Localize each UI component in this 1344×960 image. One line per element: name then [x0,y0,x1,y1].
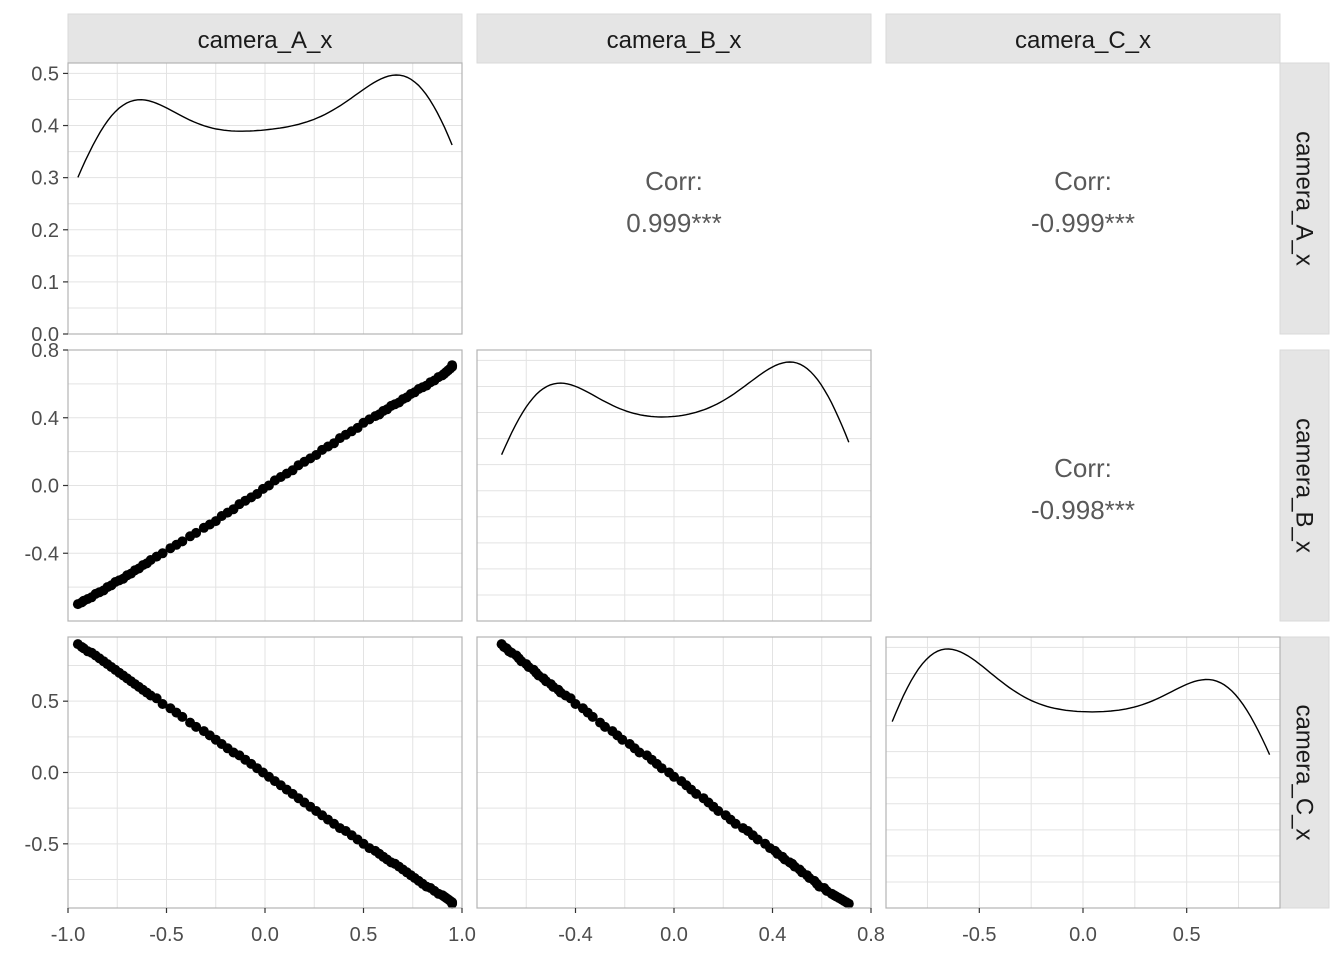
scatter-point [691,788,702,799]
strip-right-camera_C_x [1279,636,1330,909]
scatter-point [752,834,763,845]
x-tick-label-camera_C_x: 0.5 [1173,924,1201,946]
y-tick-label-camera_C_x: 0.5 [31,691,59,713]
y-tick-label-density: 0.5 [31,63,59,85]
corr-value-0-2: -0.999*** [1031,208,1135,238]
grid-0-0 [67,63,463,335]
scatter-point [617,734,628,745]
grid-2-0 [67,637,463,908]
y-tick-label-camera_B_x: 0.0 [31,476,59,498]
x-tick-label-camera_B_x: -0.4 [558,924,592,946]
panel-border-0-0 [67,62,463,335]
y-tick-label-camera_B_x: -0.4 [25,543,59,565]
x-tick-label-camera_A_x: 0.5 [350,924,378,946]
scatter-point [447,898,458,909]
y-tick-label-density: 0.3 [31,168,59,190]
density-curve-camera_B_x [500,361,850,455]
y-tick-label-camera_C_x: -0.5 [25,834,59,856]
strip-right-label-camera_A_x: camera_A_x [1291,131,1318,266]
scatter-point [656,763,667,774]
scatter-point [191,721,202,732]
strip-top-label-camera_B_x: camera_B_x [607,27,742,54]
scatter-points-camera_C_x-vs-camera_A_x [72,639,458,909]
y-tick-label-density: 0.2 [31,220,59,242]
density-curve-camera_A_x [77,74,453,178]
y-tick-label-camera_C_x: 0.0 [31,763,59,785]
scatter-point [843,898,854,909]
scatter-points-camera_B_x-vs-camera_A_x [72,360,458,610]
strip-top-label-camera_A_x: camera_A_x [198,27,333,54]
panel-border-1-1 [476,349,872,622]
grid-1-0 [67,349,463,622]
scatter-point [177,536,188,547]
strip-right-camera_A_x [1279,62,1330,335]
scatter-point [157,699,168,709]
x-tick-label-camera_A_x: -0.5 [149,924,183,946]
strip-top-camera_B_x [476,13,872,64]
scatter-point [447,360,458,371]
corr-value-0-1: 0.999*** [626,208,721,238]
y-tick-label-density: 0.0 [31,324,59,346]
grid-2-2 [886,637,1280,909]
x-tick-label-camera_B_x: 0.4 [759,924,787,946]
scatter-point [157,548,168,559]
y-tick-label-camera_B_x: 0.8 [31,340,59,362]
y-tick-label-density: 0.4 [31,116,59,138]
y-tick-label-camera_B_x: 0.4 [31,408,59,430]
strip-top-label-camera_C_x: camera_C_x [1015,27,1151,54]
scatter-point [177,711,188,722]
x-tick-label-camera_A_x: -1.0 [51,924,85,946]
grid-1-1 [476,350,872,622]
scatter-point [730,818,741,829]
x-tick-label-camera_A_x: 0.0 [251,924,279,946]
scatter-points-camera_C_x-vs-camera_B_x [496,639,854,909]
x-tick-label-camera_A_x: 1.0 [448,924,476,946]
corr-label-0-2: Corr: [1054,166,1112,196]
y-tick-label-density: 0.1 [31,272,59,294]
scatter-point [600,721,610,732]
strip-top-camera_A_x [67,13,463,64]
scatter-point [587,711,598,722]
strip-right-label-camera_B_x: camera_B_x [1291,418,1318,553]
x-tick-label-camera_B_x: 0.0 [660,924,688,946]
x-tick-label-camera_C_x: -0.5 [962,924,996,946]
strip-top-camera_C_x [885,13,1281,64]
strip-right-camera_B_x [1279,349,1330,622]
corr-label-1-2: Corr: [1054,453,1112,483]
x-tick-label-camera_C_x: 0.0 [1069,924,1097,946]
scatter-point [191,527,202,538]
corr-value-1-2: -0.998*** [1031,495,1135,525]
corr-label-0-1: Corr: [645,166,703,196]
strip-right-label-camera_C_x: camera_C_x [1291,704,1318,840]
x-tick-label-camera_B_x: 0.8 [857,924,885,946]
scatter-point [669,771,679,782]
scatter-point [713,806,724,816]
density-curve-camera_C_x [891,648,1271,755]
scatter-point [570,699,581,709]
